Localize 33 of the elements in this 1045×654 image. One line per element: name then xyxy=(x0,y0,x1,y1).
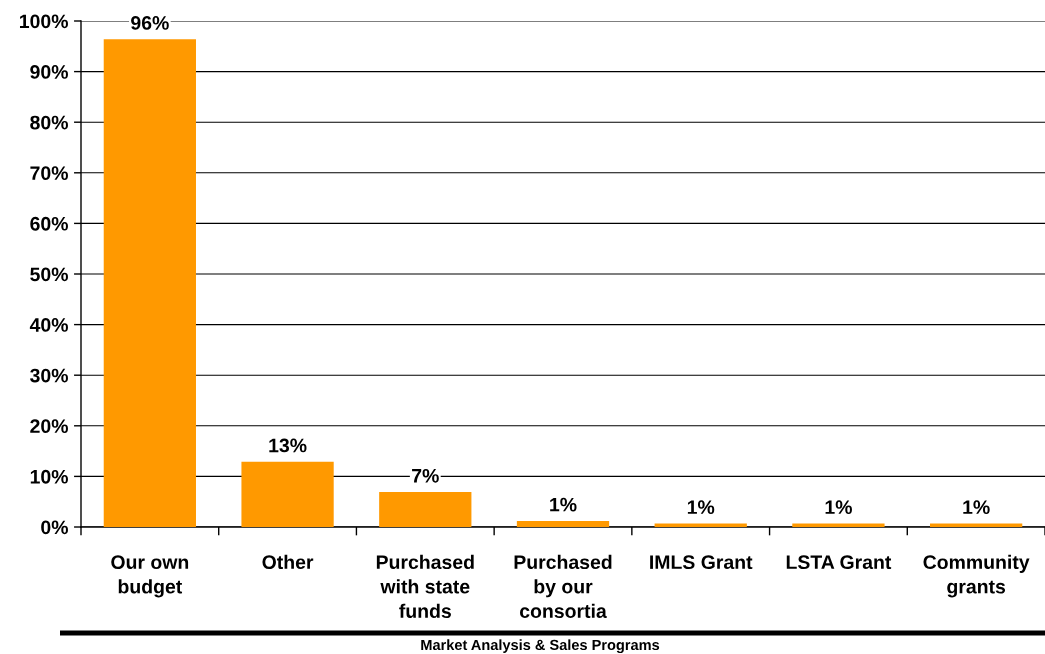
bar xyxy=(103,39,196,527)
y-tick-label: 30% xyxy=(30,368,68,383)
y-tick-label: 50% xyxy=(30,267,68,282)
data-label: 1% xyxy=(687,500,715,515)
data-label: 13% xyxy=(269,438,307,453)
bar xyxy=(654,523,747,527)
data-label: 1% xyxy=(963,500,990,515)
data-label: 7% xyxy=(412,468,439,483)
x-tick-label: Purchased by our consortia xyxy=(514,554,612,618)
data-label: 1% xyxy=(825,500,852,515)
x-tick-label: LSTA Grant xyxy=(786,555,892,570)
x-tick-label: Other xyxy=(262,554,314,570)
y-tick-label: 80% xyxy=(30,115,68,130)
y-tick-label: 20% xyxy=(30,419,68,434)
data-label: 1% xyxy=(550,497,577,512)
bar xyxy=(792,523,885,527)
bar xyxy=(516,520,610,527)
bar xyxy=(241,461,334,527)
y-tick-label: 60% xyxy=(30,216,68,231)
y-tick-label: 0% xyxy=(41,520,68,535)
y-tick-label: 70% xyxy=(30,166,68,181)
x-tick-label: Purchased with state funds xyxy=(376,554,474,618)
bar xyxy=(379,492,472,527)
x-tick-label: Community grants xyxy=(923,554,1030,598)
y-tick-label: 40% xyxy=(29,318,68,332)
x-tick-label: IMLS Grant xyxy=(650,555,753,570)
x-tick-label: Our own budget xyxy=(111,555,189,598)
y-tick-label: 10% xyxy=(30,469,68,484)
y-tick-label: 90% xyxy=(30,65,68,79)
data-label: 96% xyxy=(131,16,169,30)
bar xyxy=(930,523,1023,527)
text: Market Analysis & Sales Programs xyxy=(421,639,660,653)
y-tick-label: 100% xyxy=(20,14,68,29)
